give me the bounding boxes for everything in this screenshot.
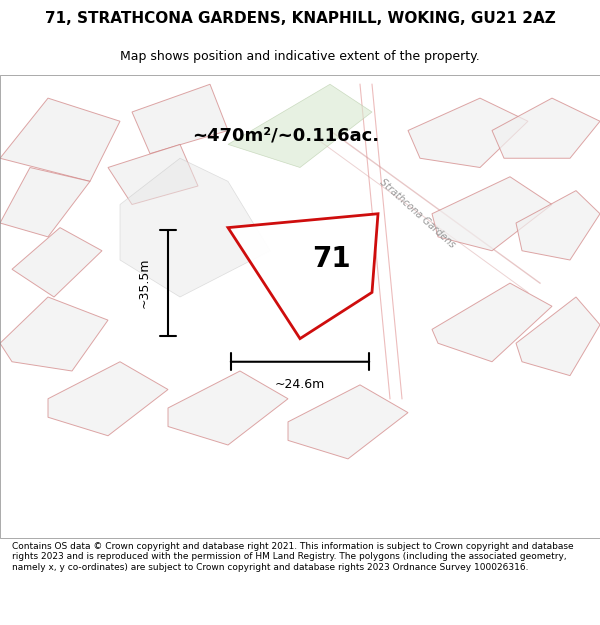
Text: ~470m²/~0.116ac.: ~470m²/~0.116ac. bbox=[192, 126, 379, 144]
Polygon shape bbox=[432, 177, 552, 251]
Text: 71, STRATHCONA GARDENS, KNAPHILL, WOKING, GU21 2AZ: 71, STRATHCONA GARDENS, KNAPHILL, WOKING… bbox=[44, 11, 556, 26]
Text: ~35.5m: ~35.5m bbox=[137, 258, 151, 308]
Text: Strathcona Gardens: Strathcona Gardens bbox=[377, 177, 457, 250]
Polygon shape bbox=[228, 84, 372, 168]
Polygon shape bbox=[492, 98, 600, 158]
Polygon shape bbox=[108, 144, 198, 204]
Polygon shape bbox=[516, 191, 600, 260]
Polygon shape bbox=[432, 283, 552, 362]
Polygon shape bbox=[516, 297, 600, 376]
Polygon shape bbox=[0, 98, 120, 181]
Polygon shape bbox=[120, 158, 270, 297]
Polygon shape bbox=[12, 228, 102, 297]
Polygon shape bbox=[228, 214, 378, 339]
Polygon shape bbox=[288, 385, 408, 459]
Polygon shape bbox=[132, 84, 228, 154]
Polygon shape bbox=[0, 168, 90, 237]
Text: Contains OS data © Crown copyright and database right 2021. This information is : Contains OS data © Crown copyright and d… bbox=[12, 542, 574, 572]
Polygon shape bbox=[48, 362, 168, 436]
Polygon shape bbox=[408, 98, 528, 168]
Text: ~24.6m: ~24.6m bbox=[275, 378, 325, 391]
Polygon shape bbox=[0, 297, 108, 371]
Polygon shape bbox=[168, 371, 288, 445]
Text: Map shows position and indicative extent of the property.: Map shows position and indicative extent… bbox=[120, 50, 480, 62]
Text: 71: 71 bbox=[312, 245, 351, 273]
